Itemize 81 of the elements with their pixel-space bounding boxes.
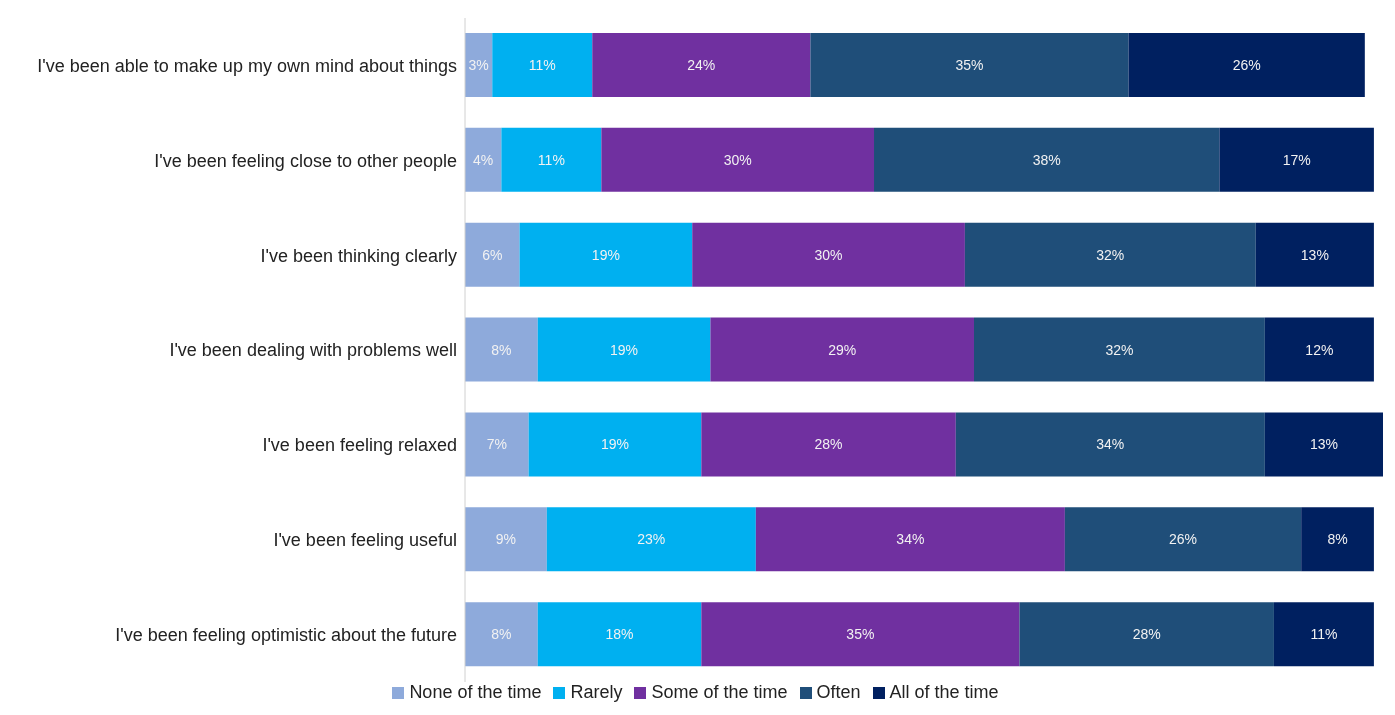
data-label: 12% bbox=[1305, 341, 1334, 358]
data-label: 24% bbox=[687, 57, 716, 73]
y-tick-label: I've been feeling relaxed bbox=[262, 435, 457, 456]
bar bbox=[1128, 33, 1365, 97]
bar bbox=[465, 127, 502, 192]
bar bbox=[1301, 507, 1374, 572]
data-label: 19% bbox=[610, 341, 639, 358]
data-label: 13% bbox=[1309, 436, 1338, 453]
data-label: 18% bbox=[605, 626, 634, 643]
data-label: 8% bbox=[1327, 531, 1348, 548]
data-label: 35% bbox=[846, 626, 875, 643]
data-label: 32% bbox=[1096, 246, 1125, 263]
y-tick-label: I've been feeling close to other people bbox=[154, 150, 457, 171]
bar bbox=[1264, 317, 1374, 382]
bar bbox=[874, 127, 1220, 192]
data-label: 8% bbox=[491, 626, 512, 643]
bar bbox=[964, 222, 1256, 287]
bar bbox=[1255, 222, 1374, 287]
data-label: 17% bbox=[1282, 151, 1311, 168]
data-label: 26% bbox=[1169, 531, 1198, 548]
data-label: 29% bbox=[828, 341, 857, 358]
data-label: 19% bbox=[591, 246, 620, 263]
legend-label: Often bbox=[815, 682, 861, 703]
bar bbox=[465, 222, 520, 287]
data-label: 35% bbox=[955, 57, 984, 73]
bar bbox=[465, 507, 547, 572]
bar bbox=[537, 602, 702, 667]
bar bbox=[692, 222, 965, 287]
bar bbox=[528, 412, 702, 477]
data-label: 7% bbox=[486, 436, 507, 453]
bar bbox=[973, 317, 1265, 382]
legend-label: All of the time bbox=[888, 682, 999, 703]
data-label: 38% bbox=[1032, 151, 1061, 168]
legend-label: None of the time bbox=[408, 682, 542, 703]
bar bbox=[701, 602, 1020, 667]
data-label: 34% bbox=[896, 531, 925, 548]
data-label: 28% bbox=[1132, 626, 1161, 643]
legend-label: Rarely bbox=[569, 682, 623, 703]
bar bbox=[1264, 412, 1383, 477]
y-tick-label: I've been thinking clearly bbox=[260, 245, 457, 266]
data-label: 30% bbox=[814, 246, 843, 263]
y-tick-label: I've been able to make up my own mind about things bbox=[37, 55, 457, 76]
data-label: 6% bbox=[482, 246, 503, 263]
data-label: 23% bbox=[637, 531, 666, 548]
bar bbox=[1064, 507, 1302, 572]
data-label: 13% bbox=[1300, 246, 1329, 263]
y-tick-label: I've been dealing with problems well bbox=[169, 340, 457, 361]
data-label: 32% bbox=[1105, 341, 1134, 358]
data-label: 34% bbox=[1096, 436, 1125, 453]
bar bbox=[710, 317, 974, 382]
bar bbox=[465, 317, 538, 382]
data-label: 30% bbox=[723, 151, 752, 168]
bar bbox=[1019, 602, 1274, 667]
data-label: 11% bbox=[528, 57, 556, 73]
data-label: 19% bbox=[600, 436, 629, 453]
data-label: 8% bbox=[491, 341, 512, 358]
bar bbox=[465, 412, 529, 477]
data-label: 3% bbox=[468, 57, 489, 73]
data-label: 9% bbox=[495, 531, 517, 548]
bar bbox=[492, 33, 593, 97]
y-tick-label: I've been feeling useful bbox=[273, 530, 457, 551]
data-label: 28% bbox=[814, 436, 843, 453]
bar bbox=[1273, 602, 1374, 667]
legend-label: Some of the time bbox=[650, 682, 788, 703]
bar bbox=[519, 222, 693, 287]
bar bbox=[537, 317, 711, 382]
data-label: 26% bbox=[1232, 57, 1261, 73]
bar bbox=[955, 412, 1265, 477]
bar bbox=[755, 507, 1065, 572]
bar bbox=[465, 602, 538, 667]
data-label: 11% bbox=[1310, 626, 1338, 643]
bar bbox=[701, 412, 956, 477]
y-tick-label: I've been feeling optimistic about the future bbox=[115, 624, 457, 645]
bar bbox=[601, 127, 875, 192]
data-label: 4% bbox=[473, 151, 494, 168]
bar bbox=[501, 127, 602, 192]
bar bbox=[546, 507, 756, 572]
bar bbox=[592, 33, 811, 97]
bar bbox=[1219, 127, 1374, 192]
data-label: 11% bbox=[537, 151, 565, 168]
bar bbox=[810, 33, 1129, 97]
